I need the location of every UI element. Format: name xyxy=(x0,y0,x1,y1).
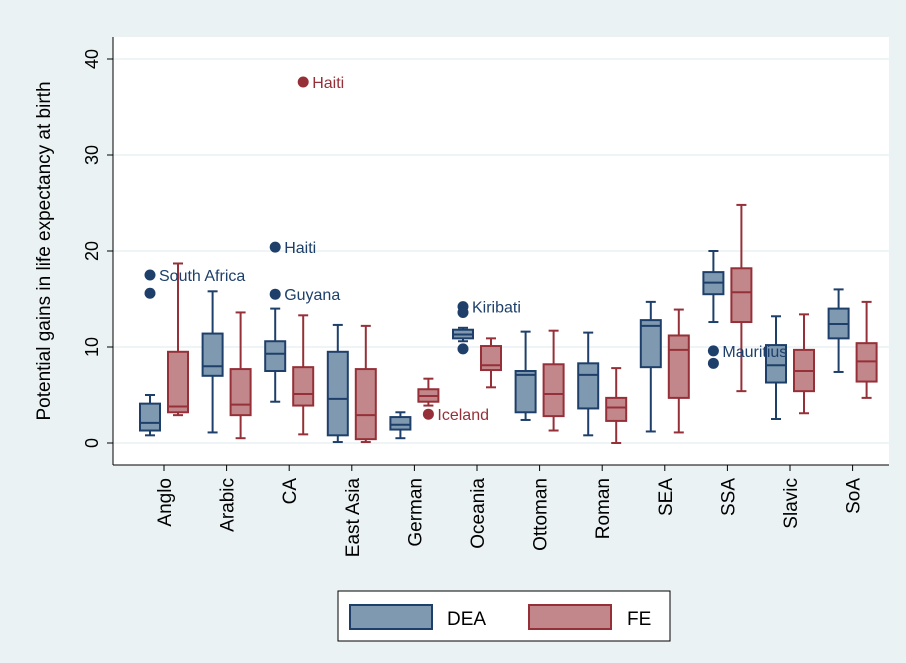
box-body xyxy=(480,345,502,372)
y-ticks: 0 10 20 30 40 xyxy=(82,49,113,448)
box-body xyxy=(167,350,189,414)
x-tick-label: Slavic xyxy=(781,478,802,529)
box-dea-ca xyxy=(264,307,287,403)
outlier-label: Kiribati xyxy=(472,300,521,317)
outlier-label: Haiti xyxy=(284,240,316,257)
box-dea-ottoman xyxy=(514,330,537,421)
x-tick-label: SoA xyxy=(844,478,865,514)
box-body xyxy=(139,402,161,432)
box-dea-east-asia xyxy=(326,323,349,444)
box-fe-german xyxy=(417,377,440,407)
outlier-point xyxy=(457,343,469,355)
box-body xyxy=(605,396,628,422)
x-tick-label: SEA xyxy=(656,478,677,516)
box-dea-soa xyxy=(827,288,850,373)
box-fe-arabic xyxy=(229,311,252,440)
outlier-point xyxy=(269,288,281,300)
box-body xyxy=(389,416,412,431)
outlier-point xyxy=(457,306,469,318)
box-fe-soa xyxy=(855,300,878,399)
box-body xyxy=(667,334,690,399)
y-tick-label: 10 xyxy=(82,337,102,357)
box-body xyxy=(577,362,600,410)
box-fe-ssa xyxy=(730,203,753,393)
box-fe-ca xyxy=(292,314,315,436)
outlier-points: South Africa Haiti Guyana Kiribati Mauritius… xyxy=(144,75,787,424)
outlier-point xyxy=(144,287,156,299)
box-body xyxy=(542,363,565,418)
x-tick-label: SSA xyxy=(718,478,739,516)
outlier-point xyxy=(297,76,309,88)
box-body xyxy=(765,344,787,384)
outlier-label: Mauritius xyxy=(722,344,787,361)
box-body xyxy=(354,368,377,441)
legend: DEA FE xyxy=(337,590,671,642)
box-fe-east-asia xyxy=(354,324,377,444)
box-body xyxy=(514,370,537,414)
x-tick-label: Anglo xyxy=(155,478,176,527)
box-body xyxy=(730,267,753,324)
box-dea-arabic xyxy=(201,290,224,434)
legend-label-dea: DEA xyxy=(447,609,486,630)
outlier-point xyxy=(269,241,281,253)
x-tick-label: Arabic xyxy=(218,478,239,532)
box-dea-roman xyxy=(577,331,600,437)
box-dea-slavic xyxy=(765,315,787,420)
box-dea-ssa xyxy=(702,250,725,324)
outlier-label: South Africa xyxy=(159,268,245,285)
box-body xyxy=(292,366,315,407)
box-fe-roman xyxy=(605,367,628,444)
y-axis-label: Potential gains in life expectancy at bi… xyxy=(34,81,55,420)
box-dea-german xyxy=(389,411,412,440)
outlier-label: Iceland xyxy=(437,407,489,424)
box-series xyxy=(139,203,878,444)
legend-label-fe: FE xyxy=(627,609,651,630)
box-body xyxy=(264,340,287,372)
x-tick-label: East Asia xyxy=(343,478,364,558)
box-dea-anglo xyxy=(139,394,161,437)
x-ticks: Anglo Arabic CA East Asia German Oceania Ottom… xyxy=(155,465,865,557)
y-tick-label: 20 xyxy=(82,241,102,261)
box-body xyxy=(229,368,252,417)
box-fe-ottoman xyxy=(542,329,565,432)
box-dea-oceania xyxy=(452,326,474,343)
gridlines xyxy=(113,58,889,444)
box-dea-sea xyxy=(639,300,662,433)
box-body xyxy=(326,350,349,437)
legend-swatch-dea xyxy=(349,604,433,630)
y-tick-label: 0 xyxy=(82,438,102,448)
x-tick-label: Oceania xyxy=(468,478,489,549)
x-tick-label: CA xyxy=(280,478,301,505)
outlier-label: Haiti xyxy=(312,75,344,92)
outlier-point xyxy=(707,345,719,357)
box-fe-sea xyxy=(667,308,690,434)
box-fe-anglo xyxy=(167,262,189,417)
y-tick-label: 40 xyxy=(82,49,102,69)
box-fe-slavic xyxy=(793,313,815,415)
box-body xyxy=(639,319,662,369)
legend-swatch-fe xyxy=(528,604,612,630)
x-tick-label: Ottoman xyxy=(531,478,552,551)
legend-box xyxy=(337,590,671,642)
box-body xyxy=(201,332,224,377)
outlier-point xyxy=(144,269,156,281)
outlier-point xyxy=(422,408,434,420)
y-tick-label: 30 xyxy=(82,145,102,165)
box-fe-oceania xyxy=(480,337,502,389)
x-tick-label: German xyxy=(405,478,426,547)
outlier-label: Guyana xyxy=(284,287,340,304)
outlier-point xyxy=(707,357,719,369)
x-tick-label: Roman xyxy=(593,478,614,539)
